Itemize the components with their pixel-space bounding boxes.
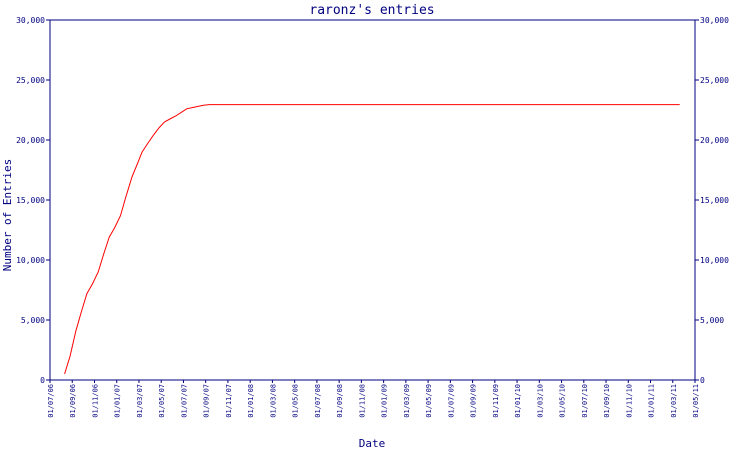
y-tick-label-right: 5,000 [700,316,724,325]
y-tick-label-left: 20,000 [16,136,45,145]
x-tick-label: 01/11/06 [91,384,99,418]
y-tick-label-left: 25,000 [16,76,45,85]
x-tick-label: 01/07/09 [447,384,455,418]
data-point [86,293,87,294]
data-point [186,108,187,109]
x-tick-label: 01/07/06 [47,384,55,418]
x-tick-label: 01/03/11 [670,384,678,418]
x-tick-label: 01/09/07 [203,384,211,418]
y-tick-label-right: 15,000 [700,196,729,205]
x-tick-label: 01/11/09 [492,384,500,418]
x-tick-label: 01/05/08 [292,384,300,418]
data-point [517,104,518,105]
data-point [250,104,251,105]
x-tick-label: 01/05/10 [559,384,567,418]
data-point [103,253,104,254]
y-tick-label-left: 30,000 [16,16,45,25]
x-tick-label: 01/09/10 [603,384,611,418]
y-tick-label-left: 5,000 [21,316,45,325]
x-tick-label: 01/03/07 [136,384,144,418]
chart-title: raronz's entries [309,3,434,18]
y-tick-label-right: 10,000 [700,256,729,265]
data-point [158,127,159,128]
data-point [147,143,148,144]
x-tick-label: 01/01/10 [514,384,522,418]
x-tick-label: 01/01/07 [114,384,122,418]
data-point [64,373,65,374]
data-point [81,311,82,312]
data-point [169,118,170,119]
x-tick-label: 01/09/08 [336,384,344,418]
data-point [203,105,204,106]
y-tick-label-right: 0 [700,376,705,385]
x-tick-label: 01/05/11 [692,384,700,418]
y-tick-label-right: 25,000 [700,76,729,85]
x-tick-label: 01/09/09 [470,384,478,418]
data-point [69,355,70,356]
x-tick-label: 01/07/10 [581,384,589,418]
x-tick-label: 01/11/10 [625,384,633,418]
x-tick-label: 01/07/07 [180,384,188,418]
data-point [109,237,110,238]
x-tick-label: 01/05/09 [425,384,433,418]
x-tick-label: 01/01/11 [648,384,656,418]
x-tick-label: 01/09/06 [69,384,77,418]
x-tick-label: 01/11/07 [225,384,233,418]
y-tick-label-left: 15,000 [16,196,45,205]
data-point [679,104,680,105]
data-point [114,227,115,228]
x-tick-label: 01/03/08 [269,384,277,418]
y-axis-label: Number of Entries [1,159,14,272]
data-point [192,107,193,108]
data-point [98,271,99,272]
x-tick-label: 01/03/09 [403,384,411,418]
series-line [64,104,680,375]
x-tick-label: 01/01/09 [381,384,389,418]
data-point [131,177,132,178]
x-axis-label: Date [359,437,386,450]
data-point [92,283,93,284]
x-tick-label: 01/07/08 [314,384,322,418]
x-tick-label: 01/05/07 [158,384,166,418]
data-point [651,104,652,105]
x-tick-label: 01/03/10 [536,384,544,418]
data-point [175,115,176,116]
y-tick-label-right: 20,000 [700,136,729,145]
x-tick-label: 01/01/08 [247,384,255,418]
y-tick-label-left: 10,000 [16,256,45,265]
data-point [384,104,385,105]
x-tick-label: 01/11/08 [358,384,366,418]
data-point [137,163,138,164]
data-point [120,215,121,216]
y-tick-label-left: 0 [40,376,45,385]
data-point [209,104,210,105]
data-point [164,121,165,122]
data-point [220,104,221,105]
data-point [141,151,142,152]
data-point [181,112,182,113]
y-tick-label-right: 30,000 [700,16,729,25]
data-point [125,196,126,197]
data-point [75,330,76,331]
data-point [197,106,198,107]
data-point [153,135,154,136]
